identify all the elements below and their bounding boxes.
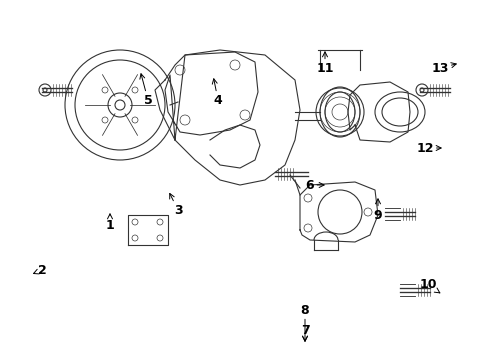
Text: 6: 6 xyxy=(306,179,324,192)
Text: 2: 2 xyxy=(34,264,47,276)
Text: 4: 4 xyxy=(212,79,222,107)
Text: 3: 3 xyxy=(170,193,182,216)
Text: 8: 8 xyxy=(301,303,309,341)
Text: 1: 1 xyxy=(106,214,114,231)
Text: 12: 12 xyxy=(416,141,441,154)
Text: 10: 10 xyxy=(419,279,440,293)
Text: 9: 9 xyxy=(374,199,382,221)
Text: 5: 5 xyxy=(140,74,152,107)
Text: 7: 7 xyxy=(301,324,309,341)
Text: 11: 11 xyxy=(316,52,334,75)
Text: 13: 13 xyxy=(431,62,456,75)
